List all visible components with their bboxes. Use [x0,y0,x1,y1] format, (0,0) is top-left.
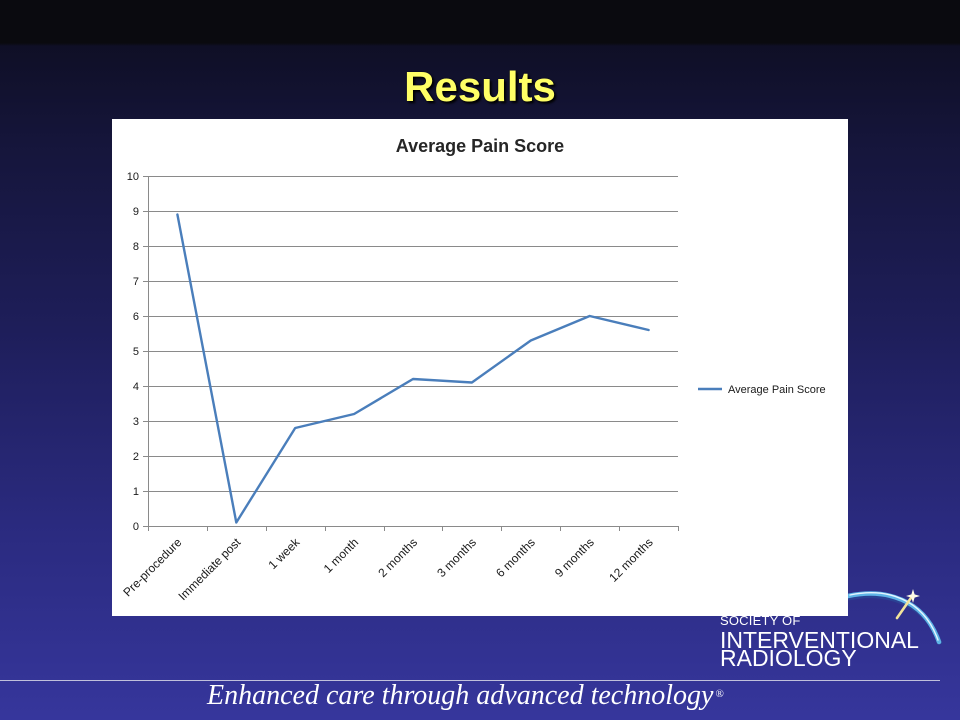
x-tick-label: 1 month [321,535,362,576]
series-line-average-pain-score [176,213,650,524]
chart-title: Average Pain Score [396,136,564,156]
data-point [410,376,416,382]
logo-text-interventional: INTERVENTIONAL [720,627,919,653]
y-tick-label: 3 [133,416,139,428]
x-tick-label: 2 months [375,535,420,580]
logo-sparkle-icon [906,589,920,603]
registered-mark: ® [715,688,724,700]
data-point [233,520,239,526]
line-chart: Average Pain Score 0 1 2 3 4 5 6 7 8 9 10 Pre-proc… [120,136,826,604]
logo-arc-highlight [849,592,939,641]
logo-text-radiology: RADIOLOGY [720,645,857,671]
y-tick-label: 0 [133,521,139,533]
x-tick-label: 9 months [552,535,597,580]
y-tick-label: 10 [127,171,139,183]
data-point [528,338,534,344]
y-axis-tick-labels: 0 1 2 3 4 5 6 7 8 9 10 [127,171,139,533]
logo-needle [895,593,915,620]
tagline: Enhanced care through advanced technolog… [207,680,724,712]
gridlines [148,176,678,492]
legend: Average Pain Score [698,384,826,396]
tagline-text: Enhanced care through advanced technolog… [207,680,714,711]
x-tick-label: 1 week [266,535,303,572]
slide-title: Results [404,63,556,110]
x-tick-label: Immediate post [176,535,244,603]
y-tick-label: 6 [133,311,139,323]
data-point [292,425,298,431]
y-tick-label: 1 [133,486,139,498]
y-tick-label: 8 [133,241,139,253]
data-point [587,313,593,319]
series [174,212,652,526]
chart-container: Average Pain Score 0 1 2 3 4 5 6 7 8 9 10 Pre-proc… [112,119,848,616]
x-tick-label: 3 months [434,535,479,580]
x-tick-label: 12 months [606,535,656,585]
legend-label: Average Pain Score [728,384,826,396]
y-tick-label: 5 [133,346,139,358]
data-point [469,380,475,386]
x-tick-label: Pre-procedure [120,535,184,599]
x-tick-label: 6 months [493,535,538,580]
y-tick-label: 7 [133,276,139,288]
data-point [174,212,180,218]
axes [143,176,679,531]
y-tick-label: 4 [133,381,139,393]
footer-divider [0,680,940,681]
data-point [646,327,652,333]
y-tick-label: 2 [133,451,139,463]
logo-emblem [845,589,943,645]
logo-text-society-of: SOCIETY OF [720,613,801,628]
data-point [351,411,357,417]
y-tick-label: 9 [133,206,139,218]
